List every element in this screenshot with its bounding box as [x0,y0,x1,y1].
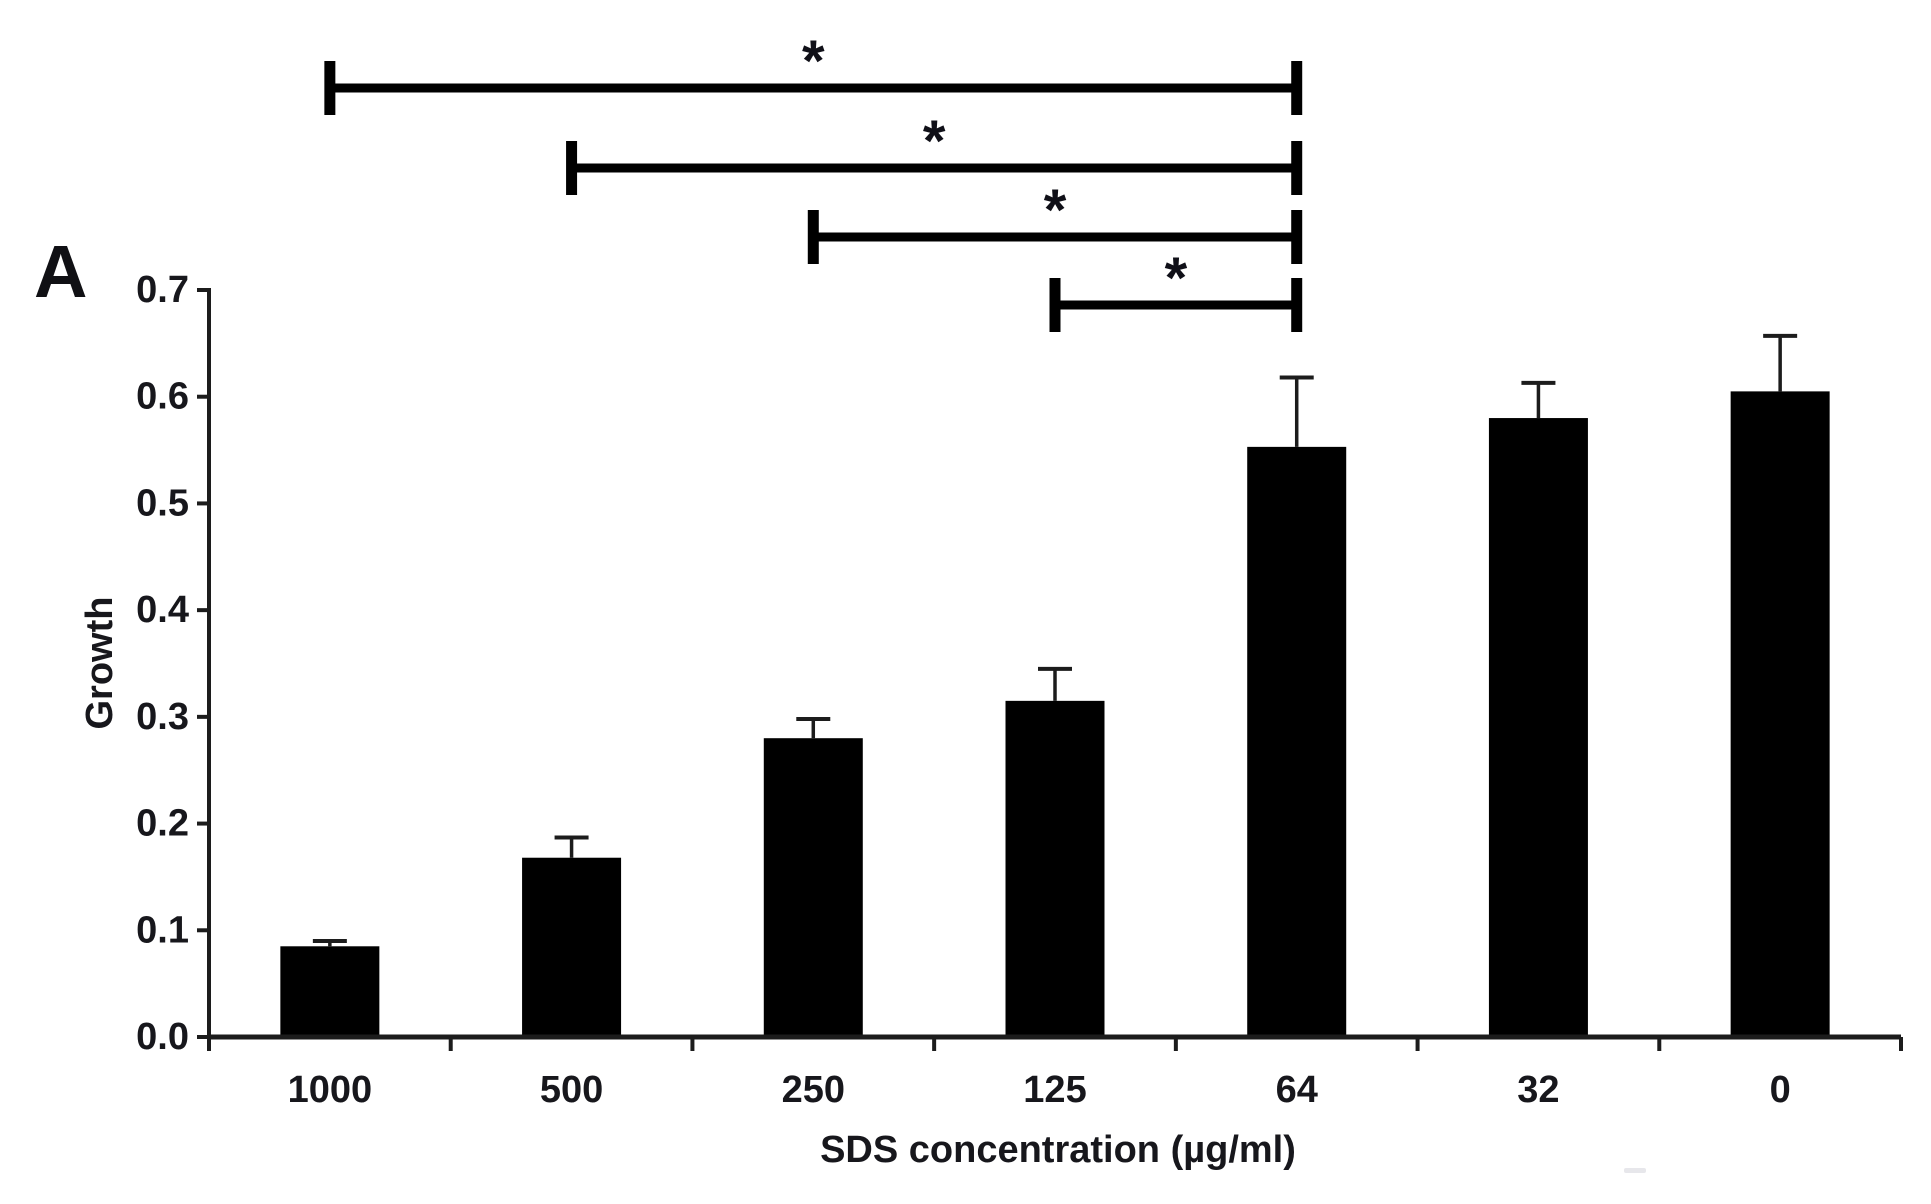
x-tick-label: 500 [540,1069,603,1111]
y-tick-label: 0.7 [136,269,189,311]
x-tick-label: 125 [1023,1069,1086,1111]
significance-asterisk: * [923,109,946,174]
significance-brackets: * * * * [324,29,1303,332]
bracket-cap [807,210,819,264]
y-axis: 0.0 0.1 0.2 0.3 0.4 0.5 0.6 0.7 [136,269,211,1058]
bar [1247,446,1347,1037]
bar [1488,418,1588,1037]
significance-bracket: * [566,109,1303,195]
bar [1730,391,1830,1038]
x-axis: 1000 500 250 125 64 32 0 [207,1034,1903,1111]
y-axis-title: Growth [79,597,121,730]
y-tick-label: 0.0 [136,1016,189,1058]
bars [280,391,1830,1038]
bracket-cap [324,61,336,115]
significance-asterisk: * [802,29,825,94]
x-tick-label: 64 [1276,1069,1318,1111]
bracket-cap [1291,141,1303,195]
x-tick-label: 1000 [288,1069,373,1111]
x-tick-label: 32 [1517,1069,1559,1111]
y-tick-label: 0.4 [136,589,189,631]
bar [763,738,863,1037]
bracket-cap [1049,278,1061,332]
x-axis-title: SDS concentration (µg/ml) [820,1129,1296,1171]
smudge-artifact [1624,1168,1646,1173]
error-bars [312,333,1798,947]
y-tick-label: 0.2 [136,803,189,845]
bracket-cap [1291,61,1303,115]
bracket-cap [566,141,578,195]
bracket-cap [1291,210,1303,264]
y-tick-label: 0.3 [136,696,189,738]
x-tick-label: 0 [1770,1069,1791,1111]
x-tick-label: 250 [782,1069,845,1111]
significance-bracket: * [807,178,1303,264]
significance-bracket: * [1049,246,1303,332]
bar [280,946,380,1037]
y-tick-label: 0.6 [136,376,189,418]
bracket-cap [1291,278,1303,332]
y-tick-label: 0.5 [136,482,189,524]
bar [1005,700,1105,1037]
significance-asterisk: * [1044,178,1067,243]
bar [522,857,622,1037]
significance-bracket: * [324,29,1303,115]
y-tick-label: 0.1 [136,909,189,951]
significance-asterisk: * [1165,246,1188,311]
panel-label: A [34,230,87,313]
